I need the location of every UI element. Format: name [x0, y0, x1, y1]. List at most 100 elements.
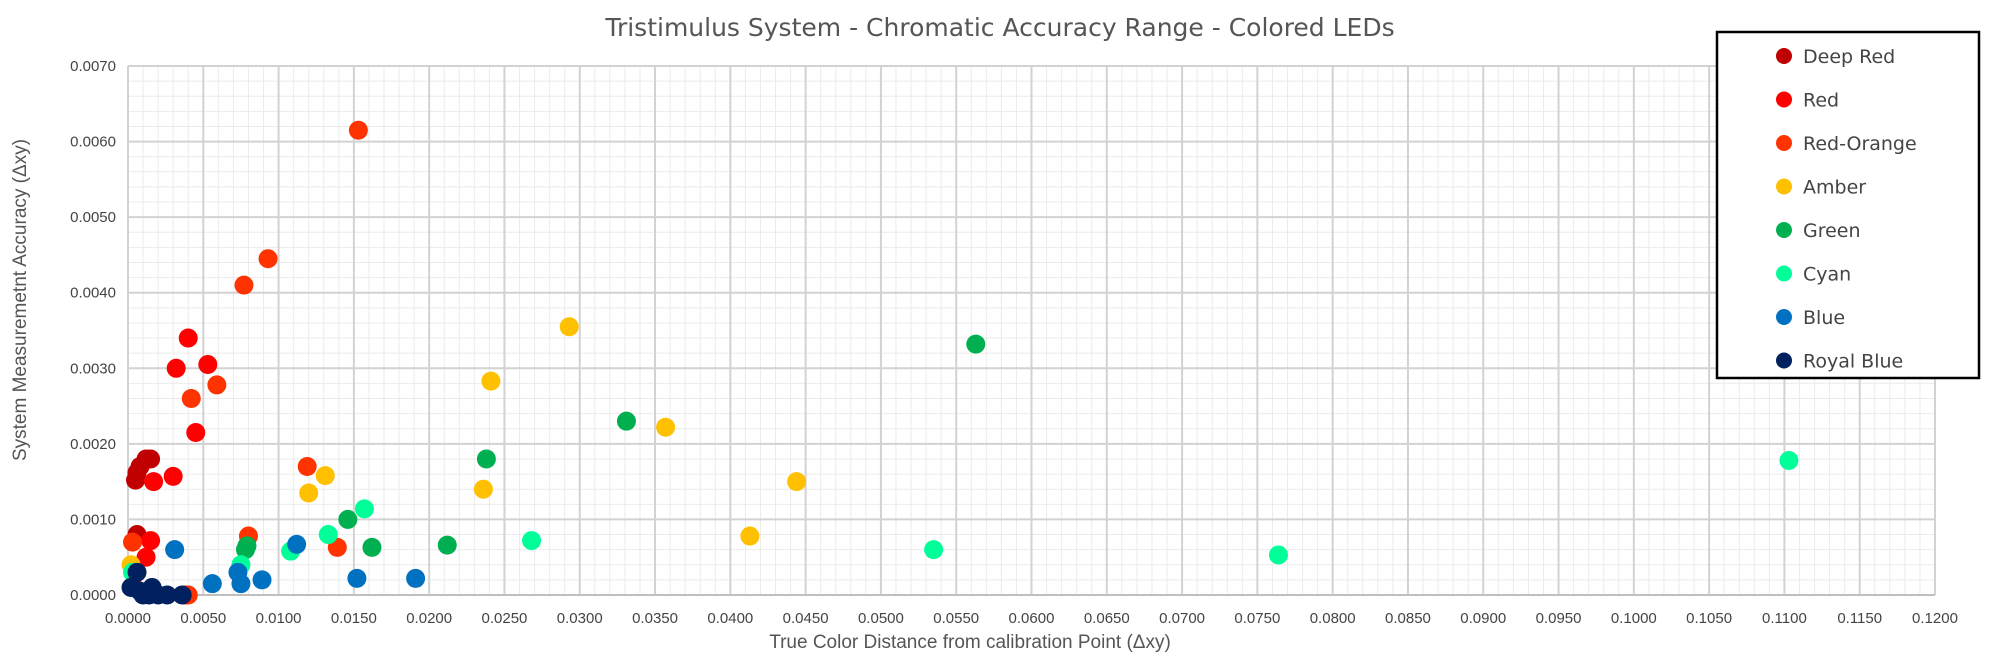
data-point-amber — [481, 371, 501, 391]
legend-label-red: Red — [1803, 90, 1839, 112]
grid — [127, 65, 1936, 596]
y-tick-label: 0.0000 — [70, 587, 116, 604]
data-point-red — [198, 355, 218, 375]
data-point-cyan — [924, 540, 944, 560]
data-point-cyan — [354, 499, 374, 519]
y-tick-label: 0.0030 — [70, 360, 116, 377]
x-tick-label: 0.0250 — [482, 610, 528, 627]
data-point-amber — [559, 317, 579, 337]
data-point-amber — [656, 417, 676, 437]
x-tick-label: 0.0350 — [632, 610, 678, 627]
data-point-cyan — [522, 531, 542, 551]
data-point-cyan — [318, 525, 338, 545]
data-point-blue — [252, 570, 272, 590]
x-axis-title: True Color Distance from calibration Poi… — [769, 632, 1171, 653]
data-point-royal-blue — [157, 585, 177, 605]
data-point-blue — [287, 534, 307, 554]
x-tick-label: 0.0900 — [1460, 610, 1506, 627]
data-point-red — [136, 547, 156, 567]
legend-marker-red-orange — [1776, 135, 1792, 151]
legend-label-red-orange: Red-Orange — [1803, 133, 1917, 155]
legend-marker-blue — [1776, 309, 1792, 325]
x-tick-label: 0.1200 — [1912, 610, 1958, 627]
data-point-cyan — [1268, 545, 1288, 565]
data-point-red — [166, 358, 186, 378]
data-point-royal-blue — [127, 562, 147, 582]
y-tick-label: 0.0020 — [70, 436, 116, 453]
legend-label-amber: Amber — [1803, 177, 1866, 199]
data-point-red — [186, 423, 206, 443]
x-tick-label: 0.0700 — [1159, 610, 1205, 627]
data-point-red-orange — [258, 249, 278, 269]
x-tick-label: 0.0800 — [1310, 610, 1356, 627]
data-point-royal-blue — [172, 585, 192, 605]
y-tick-label: 0.0040 — [70, 285, 116, 302]
x-tick-label: 0.0600 — [1009, 610, 1055, 627]
x-tick-label: 0.0000 — [105, 610, 151, 627]
x-tick-label: 0.0950 — [1536, 610, 1582, 627]
chart-title: Tristimulus System - Chromatic Accuracy … — [604, 13, 1394, 42]
legend-label-royal-blue: Royal Blue — [1803, 351, 1903, 373]
x-tick-label: 0.0200 — [406, 610, 452, 627]
data-point-amber — [299, 483, 319, 503]
data-point-royal-blue — [130, 581, 150, 601]
data-point-green — [338, 509, 358, 529]
data-point-amber — [473, 479, 493, 499]
data-point-green — [362, 537, 382, 557]
data-point-blue — [165, 540, 185, 560]
x-tick-label: 0.0450 — [783, 610, 829, 627]
x-tick-label: 0.1100 — [1762, 610, 1807, 627]
data-point-red-orange — [348, 120, 368, 140]
data-point-green — [437, 535, 457, 555]
x-tick-label: 0.0850 — [1385, 610, 1431, 627]
legend-marker-red — [1776, 91, 1792, 108]
legend-marker-amber — [1776, 178, 1792, 195]
data-point-green — [616, 411, 636, 431]
legend-label-deep-red: Deep Red — [1803, 46, 1895, 68]
legend-marker-cyan — [1776, 265, 1792, 282]
data-point-red — [178, 328, 198, 348]
data-point-red-orange — [234, 275, 254, 295]
data-point-red — [144, 472, 164, 492]
legend-marker-green — [1776, 222, 1792, 238]
y-tick-label: 0.0050 — [70, 209, 116, 226]
data-point-blue — [202, 574, 222, 594]
y-tick-label: 0.0060 — [70, 134, 116, 151]
data-point-deep-red — [141, 449, 161, 469]
y-tick-label: 0.0010 — [70, 511, 116, 528]
legend-marker-deep-red — [1776, 48, 1792, 64]
data-point-green — [476, 449, 496, 469]
x-tick-label: 0.0750 — [1234, 610, 1280, 627]
legend: Deep Red Red Red-Orange Amber Green Cyan Blue R… — [1715, 30, 1981, 380]
x-tick-label: 0.0300 — [557, 610, 603, 627]
y-axis-title: System Measuremetnt Accuracy (Δxy) — [10, 139, 31, 461]
data-point-amber — [740, 526, 760, 546]
data-point-blue — [231, 574, 251, 594]
x-tick-label: 0.0650 — [1084, 610, 1130, 627]
data-point-green — [966, 334, 986, 354]
data-point-red — [141, 531, 161, 551]
legend-box — [1715, 30, 1981, 380]
legend-label-green: Green — [1803, 220, 1861, 242]
data-point-blue — [406, 568, 426, 588]
data-point-blue — [347, 568, 367, 588]
legend-label-cyan: Cyan — [1803, 264, 1851, 286]
y-tick-label: 0.0070 — [70, 58, 116, 75]
axes: 0.0000 0.0050 0.0100 0.0150 0.0200 0.0250 0.03… — [70, 58, 1958, 627]
data-point-red-orange — [297, 457, 317, 477]
legend-label-blue: Blue — [1803, 307, 1845, 329]
data-point-amber — [787, 472, 807, 492]
x-tick-label: 0.1050 — [1686, 610, 1732, 627]
data-point-red — [163, 466, 183, 486]
data-points — [121, 120, 1799, 605]
x-tick-label: 0.0150 — [331, 610, 377, 627]
data-point-red-orange — [123, 532, 143, 552]
data-point-cyan — [1779, 450, 1799, 470]
x-tick-label: 0.1000 — [1611, 610, 1657, 627]
x-tick-label: 0.0550 — [933, 610, 979, 627]
x-tick-label: 0.0050 — [180, 610, 226, 627]
x-tick-label: 0.0100 — [256, 610, 302, 627]
data-point-green — [235, 540, 255, 560]
